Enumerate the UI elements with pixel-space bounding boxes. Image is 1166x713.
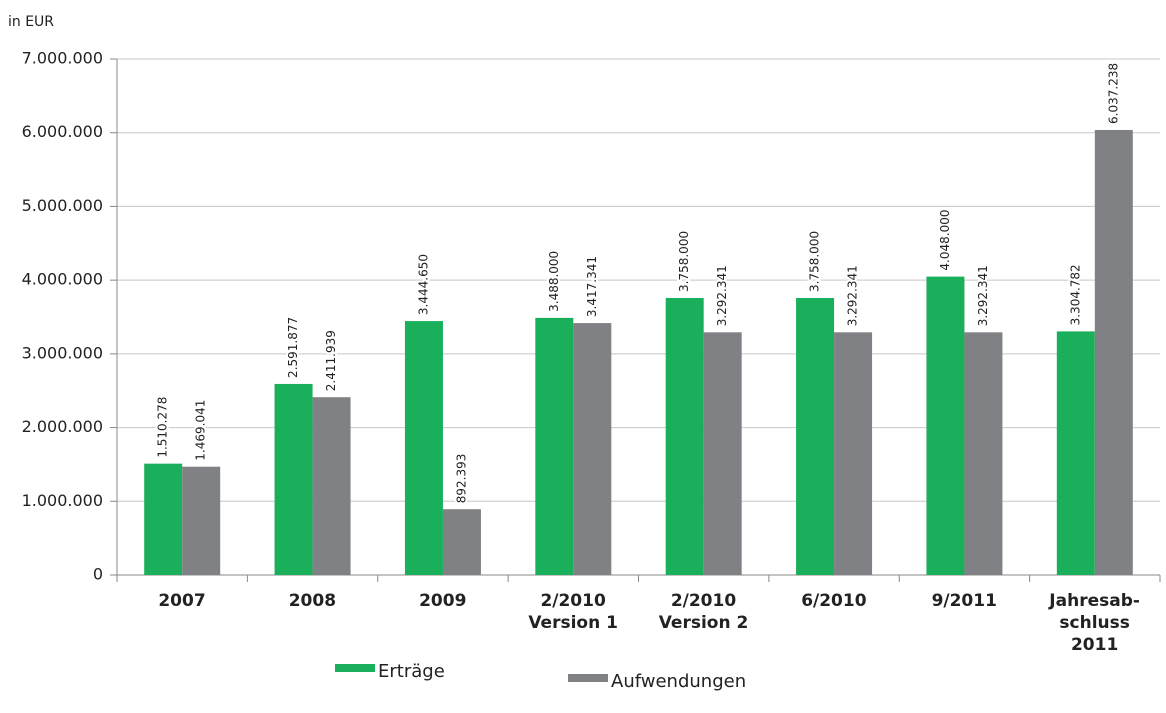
value-label: 3.304.782 [1068,264,1082,325]
y-tick-label: 4.000.000 [22,270,103,289]
value-label: 6.037.238 [1106,63,1120,124]
legend-label: Aufwendungen [611,671,746,692]
bar [964,332,1003,575]
legend-swatch [568,674,608,682]
y-tick-label: 1.000.000 [22,491,103,510]
y-tick-label: 2.000.000 [22,417,103,436]
bar [834,332,873,575]
bar [404,321,443,575]
bar [274,383,313,575]
y-tick-label: 5.000.000 [22,196,103,215]
value-label: 1.510.278 [156,397,170,458]
value-label: 3.758.000 [677,231,691,292]
value-label: 3.292.341 [715,265,729,326]
y-tick-label: 7.000.000 [22,49,103,68]
bar [665,297,704,575]
value-label: 3.758.000 [808,231,822,292]
x-tick-label: 2009 [419,591,467,611]
bar [144,463,183,575]
value-label: 3.292.341 [846,265,860,326]
x-tick-label: 9/2011 [931,591,997,611]
x-tick-label: 6/2010 [801,591,867,611]
value-label: 3.444.650 [416,254,430,315]
value-label: 4.048.000 [938,210,952,271]
bar [926,276,965,575]
bar [1094,129,1133,576]
bar [796,297,835,575]
x-tick-label: 2/2010 Version 1 [528,591,618,633]
value-label: 3.488.000 [547,251,561,312]
bar [182,466,221,575]
legend-label: Erträge [378,661,445,682]
bar [703,332,742,575]
value-label: 1.469.041 [194,400,208,461]
x-tick-label: 2/2010 Version 2 [658,591,749,633]
value-label: 2.591.877 [286,317,300,378]
value-label: 3.292.341 [976,265,990,326]
bar [442,509,481,575]
y-axis-label: in EUR [8,14,54,30]
bar [535,317,574,575]
y-tick-label: 3.000.000 [22,343,103,362]
bar [573,323,612,575]
value-label: 892.393 [454,454,468,504]
x-tick-label: 2007 [158,591,206,611]
value-label: 2.411.939 [324,330,338,391]
value-label: 3.417.341 [585,256,599,317]
x-tick-label: 2008 [288,591,337,611]
bar [1056,331,1095,575]
y-tick-label: 6.000.000 [22,122,103,141]
x-tick-label: Jahresab- schluss 2011 [1049,591,1140,655]
legend-swatch [335,664,375,672]
bar [312,397,351,575]
y-tick-label: 0 [93,565,103,584]
